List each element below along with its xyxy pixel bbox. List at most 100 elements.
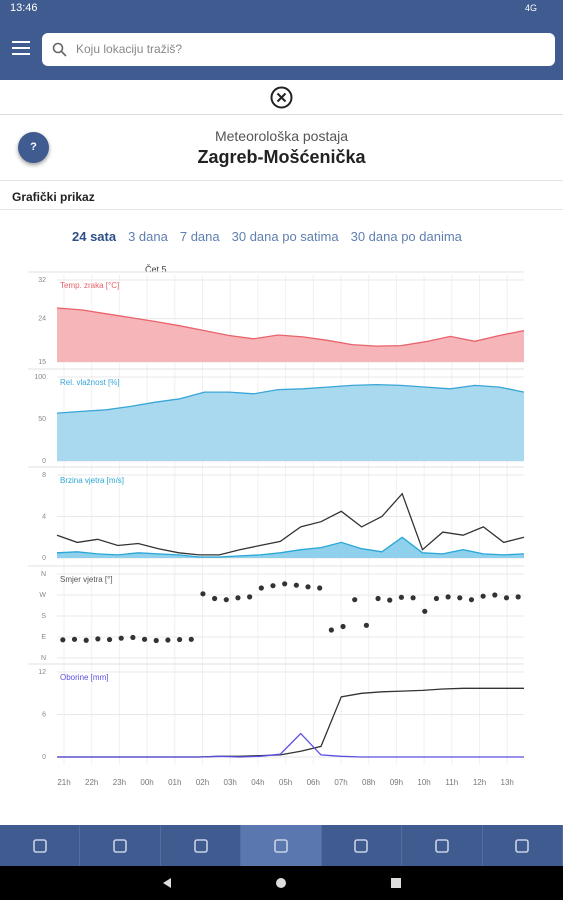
scatter-point — [445, 594, 451, 600]
nav-icon — [354, 838, 369, 853]
line — [56, 307, 525, 347]
tab[interactable]: 24 sata — [72, 229, 117, 244]
line — [56, 536, 525, 558]
station-label: Meteorološka postaja — [214, 128, 349, 144]
nav-item[interactable] — [483, 825, 563, 866]
nav-icon — [32, 838, 47, 853]
x-tick-label: 03h — [224, 778, 237, 787]
nav-item[interactable] — [322, 825, 403, 866]
nav-item[interactable] — [0, 825, 81, 866]
tabs: 24 sata 3 dana 7 dana 30 dana po satima 30 d… — [72, 229, 474, 244]
close-button[interactable] — [270, 86, 293, 109]
scatter-point — [212, 595, 218, 602]
app-bar: 13:46 4G Koju lokaciju tražiš? — [0, 0, 563, 80]
scatter-point — [71, 636, 78, 642]
scatter-point — [328, 627, 334, 633]
x-tick-label: 07h — [334, 778, 347, 787]
scatter-point — [106, 636, 113, 643]
x-tick-label: 09h — [390, 778, 403, 787]
y-tick-label: N — [41, 655, 46, 662]
scatter-point — [317, 585, 323, 591]
scatter-point — [165, 637, 171, 643]
menu-button[interactable] — [12, 41, 30, 55]
tab[interactable]: 3 dana — [128, 229, 168, 244]
scatter-point — [363, 622, 369, 628]
x-tick-label: 23h — [113, 778, 126, 787]
nav-icon — [193, 838, 208, 853]
scatter-point — [410, 595, 416, 601]
tab[interactable]: 30 dana po satima — [231, 229, 339, 244]
line — [56, 383, 525, 414]
y-tick-label: 4 — [42, 513, 46, 520]
scatter-point — [141, 636, 148, 642]
scatter-point — [387, 597, 393, 603]
help-button[interactable]: ? — [18, 132, 49, 163]
scatter-point — [305, 584, 311, 590]
scatter-point — [223, 597, 229, 603]
scatter-point — [468, 597, 475, 603]
y-tick-label: 24 — [38, 315, 46, 322]
panel-title: Brzina vjetra [m/s] — [60, 476, 124, 485]
system-buttons — [163, 878, 401, 888]
scatter-point — [422, 608, 428, 614]
x-tick-label: 06h — [307, 778, 320, 787]
scatter-point — [130, 634, 136, 641]
x-tick-label: 11h — [445, 778, 458, 787]
y-tick-label: W — [39, 592, 46, 599]
y-tick-label: S — [41, 613, 46, 620]
area — [57, 537, 524, 558]
nav-item[interactable] — [161, 825, 242, 866]
tab[interactable]: 7 dana — [179, 229, 220, 244]
x-tick-label: 08h — [362, 778, 375, 787]
section-title: Grafički prikaz — [12, 190, 95, 204]
scatter-point — [200, 591, 206, 597]
day-label: Čet 5 — [145, 264, 167, 274]
scatter-point — [398, 594, 405, 600]
scatter-point — [270, 583, 276, 589]
nav-item[interactable] — [402, 825, 483, 866]
panel-title: Temp. zraka [°C] — [60, 281, 119, 290]
scatter-point — [188, 636, 194, 642]
x-tick-label: 10h — [417, 778, 430, 787]
scatter-point — [153, 637, 159, 644]
area — [57, 384, 524, 461]
scatter-point — [83, 637, 89, 643]
y-tick-label: E — [41, 634, 46, 641]
status-network: 4G — [524, 3, 537, 13]
y-tick-label: 12 — [38, 669, 46, 676]
y-tick-label: 0 — [42, 458, 46, 465]
scatter-point — [235, 595, 241, 601]
nav-item[interactable] — [80, 825, 161, 866]
search-box[interactable]: Koju lokaciju tražiš? — [42, 33, 555, 66]
scatter-point — [480, 593, 486, 599]
nav-icon — [274, 838, 288, 853]
panel-title: Oborine [mm] — [60, 673, 108, 682]
scatter-point — [258, 585, 264, 591]
system-nav — [0, 866, 563, 900]
scatter-point — [375, 595, 381, 602]
tab[interactable]: 30 dana po danima — [350, 229, 462, 244]
scatter-point — [95, 636, 101, 642]
y-tick-label: 8 — [42, 472, 46, 479]
panel-title: Smjer vjetra [°] — [60, 575, 113, 584]
line — [57, 687, 524, 758]
x-tick-label: 21h — [57, 778, 70, 787]
scatter-point — [340, 623, 346, 630]
nav-item[interactable] — [241, 825, 322, 866]
x-tick-label: 13h — [501, 778, 514, 787]
divider — [0, 180, 563, 181]
search-icon — [52, 42, 67, 57]
search-placeholder: Koju lokaciju tražiš? — [76, 42, 183, 56]
x-tick-label: 01h — [168, 778, 181, 787]
status-time: 13:46 — [10, 2, 38, 14]
y-tick-label: N — [41, 571, 46, 578]
nav-icon — [435, 838, 449, 853]
panel-title: Rel. vlažnost [%] — [60, 378, 120, 387]
y-tick-label: 15 — [38, 359, 46, 366]
line — [57, 732, 524, 758]
scatter-point — [118, 635, 124, 641]
scatter-point — [293, 582, 299, 588]
scatter-point — [247, 594, 253, 600]
